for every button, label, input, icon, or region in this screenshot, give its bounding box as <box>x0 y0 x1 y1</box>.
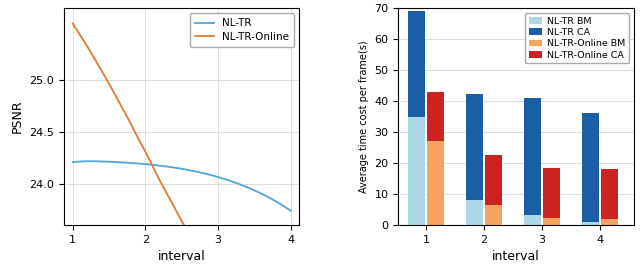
Bar <box>408 11 426 117</box>
Bar <box>427 92 444 142</box>
NL-TR <box>91 160 99 163</box>
NL-TR-Online <box>214 259 222 262</box>
NL-TR <box>287 209 294 212</box>
Bar <box>582 222 600 225</box>
Bar <box>543 218 560 225</box>
NL-TR-Online <box>265 259 273 262</box>
NL-TR <box>228 180 236 183</box>
NL-TR-Online <box>178 219 186 223</box>
NL-TR-Online <box>91 57 99 60</box>
NL-TR <box>171 166 179 169</box>
Bar <box>600 219 618 225</box>
NL-TR <box>83 160 91 163</box>
NL-TR-Online <box>243 259 251 262</box>
X-axis label: interval: interval <box>158 250 205 263</box>
NL-TR <box>200 172 207 175</box>
Bar <box>408 117 426 225</box>
Bar <box>484 205 502 225</box>
NL-TR-Online <box>163 192 171 196</box>
NL-TR-Online <box>76 33 84 36</box>
NL-TR-Online <box>193 243 200 246</box>
Bar <box>524 98 541 215</box>
Line: NL-TR-Online: NL-TR-Online <box>73 24 291 260</box>
NL-TR <box>148 163 156 166</box>
NL-TR-Online <box>148 165 156 168</box>
NL-TR-Online <box>207 258 214 261</box>
NL-TR <box>178 167 186 170</box>
Bar <box>484 155 502 205</box>
NL-TR-Online <box>250 259 258 262</box>
NL-TR-Online <box>120 109 127 112</box>
NL-TR <box>134 162 142 165</box>
NL-TR <box>207 173 214 177</box>
NL-TR-Online <box>200 252 207 256</box>
NL-TR <box>163 165 171 168</box>
Bar <box>466 94 483 200</box>
NL-TR-Online <box>141 150 149 153</box>
NL-TR-Online <box>113 95 120 99</box>
NL-TR <box>105 160 113 163</box>
Legend: NL-TR, NL-TR-Online: NL-TR, NL-TR-Online <box>189 13 294 47</box>
NL-TR <box>236 183 244 186</box>
NL-TR <box>156 164 164 167</box>
NL-TR <box>265 196 273 199</box>
NL-TR <box>193 170 200 173</box>
NL-TR <box>98 160 106 163</box>
Legend: NL-TR BM, NL-TR CA, NL-TR-Online BM, NL-TR-Online CA: NL-TR BM, NL-TR CA, NL-TR-Online BM, NL-… <box>525 13 629 64</box>
NL-TR <box>69 161 77 164</box>
NL-TR <box>127 161 134 165</box>
Bar <box>600 169 618 219</box>
NL-TR-Online <box>258 259 266 262</box>
NL-TR <box>280 204 287 207</box>
NL-TR-Online <box>105 82 113 85</box>
Bar <box>524 215 541 225</box>
NL-TR-Online <box>221 259 229 262</box>
NL-TR-Online <box>98 69 106 73</box>
NL-TR <box>250 189 258 192</box>
Bar <box>582 113 600 222</box>
NL-TR-Online <box>171 206 179 209</box>
Y-axis label: Average time cost per frame(s): Average time cost per frame(s) <box>359 40 369 193</box>
NL-TR-Online <box>280 259 287 262</box>
X-axis label: interval: interval <box>492 250 540 263</box>
NL-TR-Online <box>228 259 236 262</box>
NL-TR <box>272 200 280 203</box>
NL-TR-Online <box>236 259 244 262</box>
NL-TR <box>185 169 193 172</box>
NL-TR <box>258 192 266 195</box>
NL-TR-Online <box>156 179 164 182</box>
Bar <box>466 200 483 225</box>
NL-TR <box>76 160 84 163</box>
NL-TR <box>113 161 120 164</box>
Bar <box>543 168 560 218</box>
Y-axis label: PSNR: PSNR <box>11 100 24 133</box>
NL-TR <box>243 185 251 189</box>
NL-TR <box>141 162 149 166</box>
NL-TR-Online <box>287 259 294 262</box>
NL-TR-Online <box>185 232 193 235</box>
NL-TR <box>221 178 229 181</box>
NL-TR-Online <box>127 122 134 125</box>
Line: NL-TR: NL-TR <box>73 161 291 211</box>
NL-TR <box>214 176 222 179</box>
NL-TR-Online <box>272 259 280 262</box>
NL-TR-Online <box>69 22 77 25</box>
NL-TR-Online <box>134 137 142 140</box>
Bar <box>427 142 444 225</box>
NL-TR <box>120 161 127 164</box>
NL-TR-Online <box>83 45 91 48</box>
